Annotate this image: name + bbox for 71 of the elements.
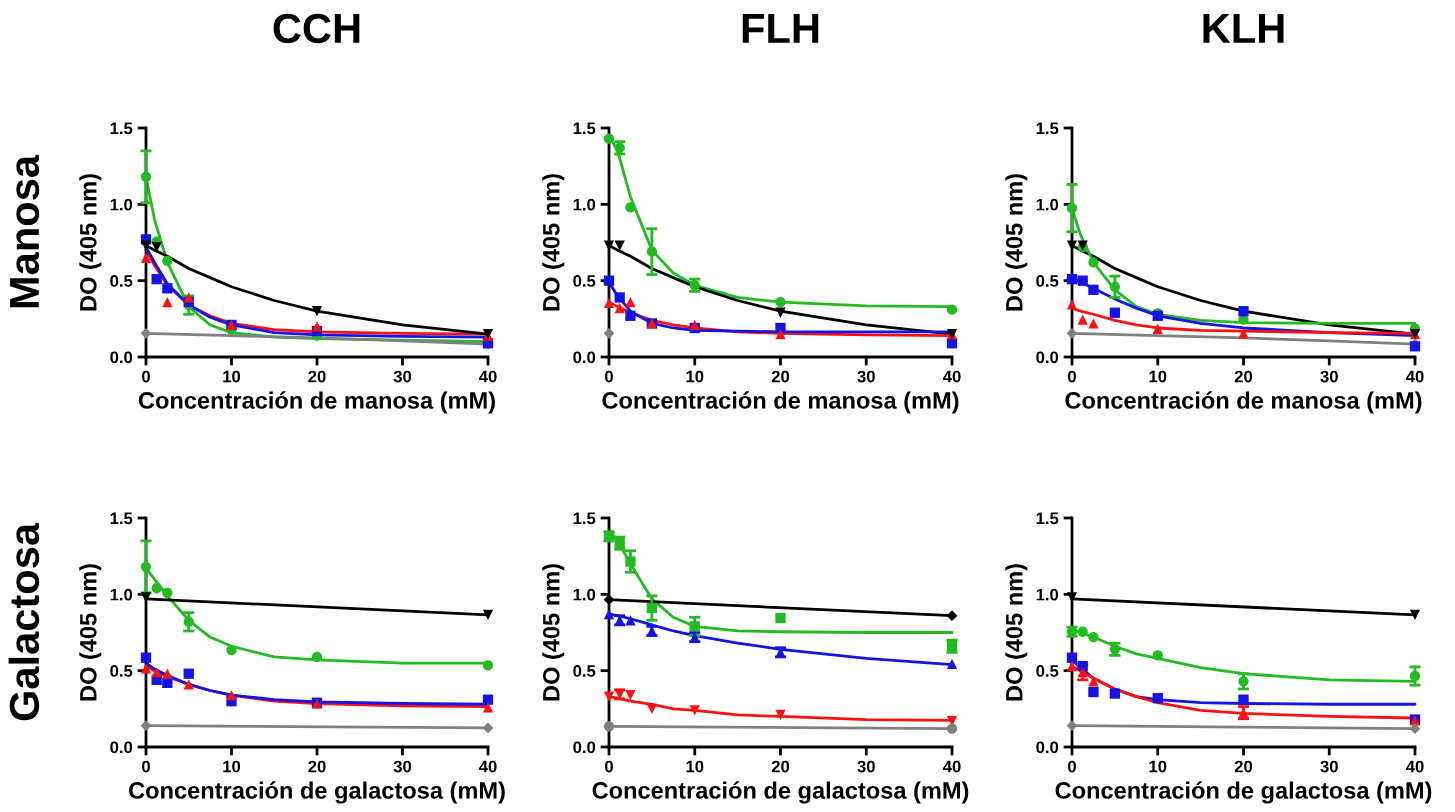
x-tick-label: 20	[1234, 760, 1253, 773]
x-tick-label: 30	[1320, 370, 1338, 383]
y-tick-label: 1.0	[110, 198, 133, 211]
x-tick-label: 40	[942, 760, 961, 773]
x-tick-label: 0	[1068, 760, 1076, 773]
y-tick-label: 0.0	[573, 741, 596, 754]
x-tick-label: 40	[1405, 370, 1424, 383]
x-tick-label: 10	[686, 370, 704, 383]
chart-title: FLH	[742, 14, 819, 43]
y-tick-label: 1.0	[1036, 588, 1059, 601]
x-tick-label: 0	[605, 760, 613, 773]
x-tick-label: 10	[223, 370, 241, 383]
y-axis-title: DO (405 nm)	[1005, 174, 1028, 311]
x-tick-label: 20	[308, 370, 326, 383]
x-tick-label: 0	[605, 370, 613, 383]
x-tick-label: 20	[771, 760, 790, 773]
y-tick-label: 0.5	[573, 665, 596, 677]
x-tick-label: 0	[142, 370, 150, 383]
y-tick-label: 0.0	[1036, 351, 1059, 364]
text: Manosa	[10, 154, 40, 308]
y-tick-label: 1.0	[1036, 198, 1059, 211]
y-axis-title: DO (405 nm)	[542, 564, 565, 701]
y-tick-label: 0.0	[110, 351, 133, 364]
x-tick-label: 10	[1149, 370, 1167, 383]
y-tick-label: 0.0	[110, 741, 133, 754]
x-tick-label: 10	[686, 760, 704, 773]
y-tick-label: 1.5	[110, 122, 133, 135]
y-tick-label: 1.5	[573, 122, 596, 135]
x-tick-label: 20	[1234, 370, 1253, 383]
y-tick-label: 1.5	[1036, 122, 1059, 135]
y-tick-label: 0.5	[1036, 275, 1059, 287]
y-tick-label: 1.5	[1036, 512, 1059, 525]
x-axis-title: Concentración de galactosa (mM)	[129, 781, 505, 804]
x-tick-label: 20	[308, 760, 326, 773]
x-axis-title: Concentración de manosa (mM)	[1065, 391, 1422, 414]
text: Galactosa	[8, 522, 40, 721]
x-tick-label: 40	[478, 370, 497, 383]
y-tick-label: 1.5	[573, 512, 596, 525]
x-tick-label: 30	[857, 760, 875, 773]
y-tick-label: 0.5	[1036, 665, 1059, 677]
y-tick-label: 1.0	[110, 588, 133, 601]
y-axis-title: DO (405 nm)	[542, 174, 565, 311]
x-tick-label: 0	[142, 760, 150, 773]
x-tick-label: 40	[478, 760, 497, 773]
x-axis-title: Concentración de manosa (mM)	[138, 391, 495, 414]
x-tick-label: 20	[771, 370, 790, 383]
y-axis-title: DO (405 nm)	[1005, 564, 1028, 701]
x-axis-title: Concentración de galactosa (mM)	[592, 781, 969, 804]
y-tick-label: 0.0	[573, 351, 596, 364]
x-tick-label: 10	[1149, 760, 1167, 773]
x-tick-label: 30	[393, 760, 412, 773]
chart-title: CCH	[273, 13, 360, 44]
x-tick-label: 0	[1068, 370, 1076, 383]
y-tick-label: 1.0	[573, 588, 596, 601]
x-axis-title: Concentración de galactosa (mM)	[1055, 781, 1432, 804]
y-axis-title: DO (405 nm)	[79, 174, 102, 311]
x-tick-label: 30	[857, 370, 875, 383]
y-tick-label: 0.5	[573, 275, 596, 287]
x-tick-label: 30	[393, 370, 412, 383]
x-tick-label: 30	[1320, 760, 1338, 773]
y-tick-label: 1.5	[110, 512, 133, 525]
x-tick-label: 10	[223, 760, 241, 773]
y-tick-label: 0.0	[1036, 741, 1059, 754]
y-tick-label: 0.5	[110, 275, 133, 287]
x-tick-label: 40	[942, 370, 961, 383]
y-axis-title: DO (405 nm)	[79, 564, 102, 701]
x-tick-label: 40	[1405, 760, 1424, 773]
y-tick-label: 1.0	[573, 198, 596, 211]
x-axis-title: Concentración de manosa (mM)	[602, 391, 959, 414]
chart-title: KLH	[1203, 14, 1284, 43]
y-tick-label: 0.5	[110, 665, 133, 677]
